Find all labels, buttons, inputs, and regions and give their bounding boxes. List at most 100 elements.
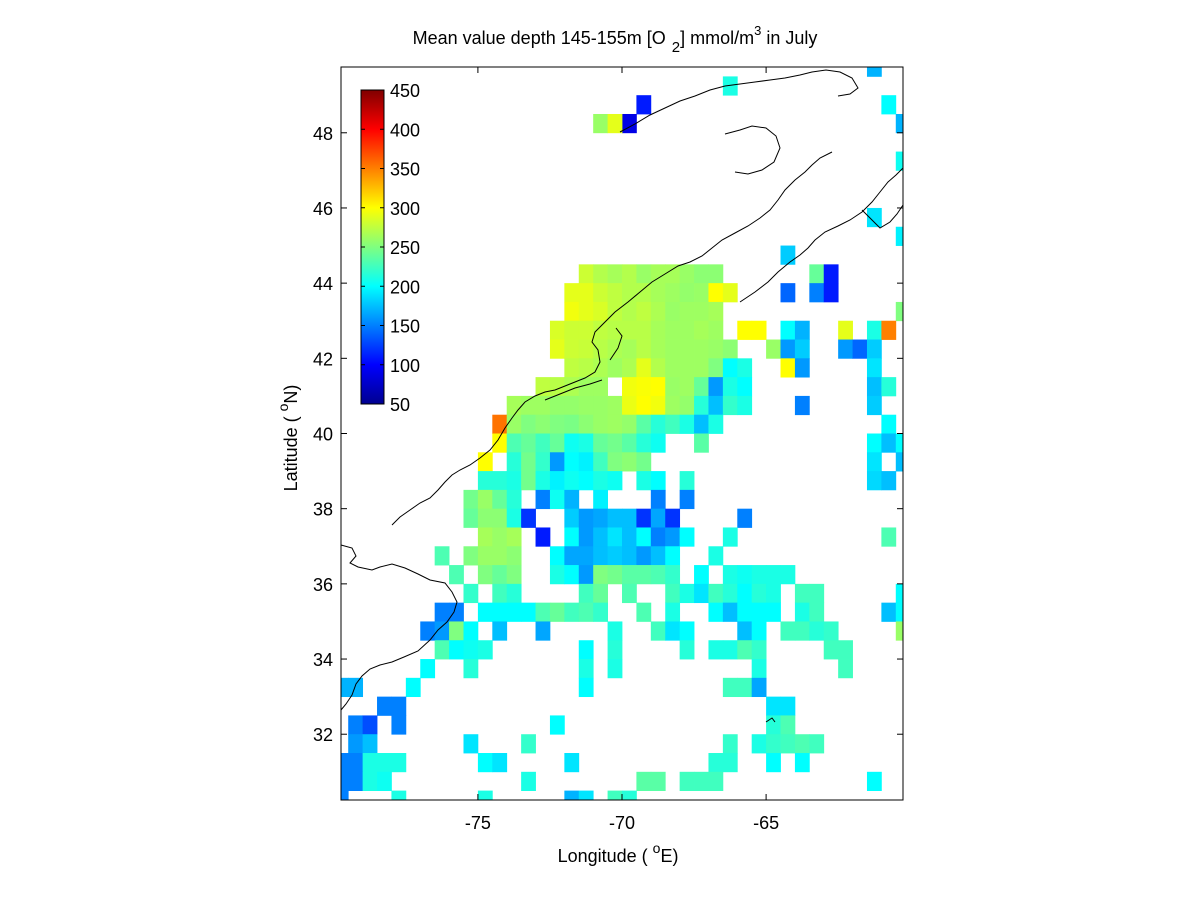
- data-cell: [636, 339, 652, 359]
- data-cell: [578, 264, 594, 284]
- coastline-cape-cod: [609, 327, 623, 361]
- data-cell: [477, 546, 493, 566]
- data-cell: [665, 301, 681, 322]
- data-cell: [391, 753, 407, 773]
- data-cell: [679, 264, 695, 284]
- data-cell: [650, 320, 666, 340]
- data-cell: [679, 583, 695, 604]
- data-cell: [794, 358, 810, 378]
- data-cell: [578, 659, 594, 679]
- data-cell: [636, 527, 652, 547]
- data-cell: [549, 546, 565, 566]
- data-cell: [794, 621, 810, 641]
- data-cell: [766, 339, 781, 359]
- data-cell: [838, 339, 853, 359]
- data-cell: [477, 753, 493, 773]
- data-cell: [593, 452, 608, 472]
- data-cell: [622, 414, 637, 434]
- data-cell: [650, 339, 666, 359]
- data-cell: [881, 527, 897, 547]
- data-cell: [636, 320, 652, 340]
- data-cell: [348, 734, 364, 754]
- data-cell: [564, 489, 580, 510]
- data-cell: [636, 565, 652, 585]
- data-cell: [679, 301, 695, 322]
- data-cell: [665, 395, 681, 416]
- data-cell: [708, 264, 724, 284]
- data-cell: [780, 339, 796, 359]
- data-cell: [477, 452, 493, 472]
- data-cell: [780, 621, 796, 641]
- data-cell: [463, 489, 479, 510]
- x-tick-label: -65: [753, 813, 779, 833]
- coastline: [340, 69, 904, 723]
- data-cell: [622, 395, 637, 416]
- data-cell: [593, 546, 608, 566]
- data-cell: [578, 414, 594, 434]
- data-cell: [377, 771, 392, 791]
- data-cell: [578, 377, 594, 397]
- data-cell: [794, 734, 810, 754]
- data-cell: [737, 508, 753, 528]
- data-cell: [665, 546, 681, 566]
- data-cell: [506, 546, 522, 566]
- data-cell: [535, 414, 551, 434]
- data-cell: [694, 283, 709, 303]
- data-cell: [636, 771, 652, 791]
- data-cell: [679, 320, 695, 340]
- data-cell: [492, 508, 508, 528]
- data-cell: [362, 753, 378, 773]
- data-cell: [549, 414, 565, 434]
- data-cell: [549, 489, 565, 510]
- data-cell: [593, 113, 608, 134]
- data-cell: [694, 771, 709, 791]
- data-cell: [578, 301, 594, 322]
- data-cell: [578, 640, 594, 660]
- data-cell: [636, 602, 652, 622]
- data-cell: [737, 640, 753, 660]
- coastline-newfoundland: [861, 204, 904, 229]
- data-cell: [593, 508, 608, 528]
- data-cell: [650, 264, 666, 284]
- data-cell: [564, 527, 580, 547]
- data-cell: [852, 339, 868, 359]
- data-cell: [636, 508, 652, 528]
- data-cell: [506, 414, 522, 434]
- data-cell: [506, 508, 522, 528]
- data-cell: [895, 301, 904, 322]
- data-cells: [341, 67, 904, 801]
- data-cell: [636, 283, 652, 303]
- data-cell: [607, 264, 623, 284]
- data-cell: [694, 377, 709, 397]
- data-cell: [694, 395, 709, 416]
- data-cell: [722, 358, 738, 378]
- data-cell: [449, 621, 464, 641]
- data-cell: [607, 565, 623, 585]
- data-cell: [463, 640, 479, 660]
- data-cell: [622, 790, 637, 801]
- y-tick-label: 36: [313, 575, 333, 595]
- data-cell: [809, 734, 825, 754]
- data-cell: [420, 659, 436, 679]
- data-cell: [780, 565, 796, 585]
- data-cell: [348, 753, 364, 773]
- data-cell: [679, 283, 695, 303]
- data-cell: [564, 339, 580, 359]
- data-cell: [362, 715, 378, 735]
- data-cell: [521, 452, 536, 472]
- data-cell: [838, 659, 853, 679]
- data-cell: [377, 696, 392, 716]
- data-cell: [492, 489, 508, 510]
- data-cell: [679, 527, 695, 547]
- data-cell: [679, 339, 695, 359]
- data-cell: [607, 790, 623, 801]
- y-tick-label: 48: [313, 124, 333, 144]
- data-cell: [708, 339, 724, 359]
- data-cell: [809, 264, 825, 284]
- title-prefix: Mean value depth 145-155m [O: [413, 28, 666, 48]
- data-cell: [694, 301, 709, 322]
- data-cell: [564, 452, 580, 472]
- data-cell: [650, 565, 666, 585]
- data-cell: [866, 771, 882, 791]
- data-cell: [665, 565, 681, 585]
